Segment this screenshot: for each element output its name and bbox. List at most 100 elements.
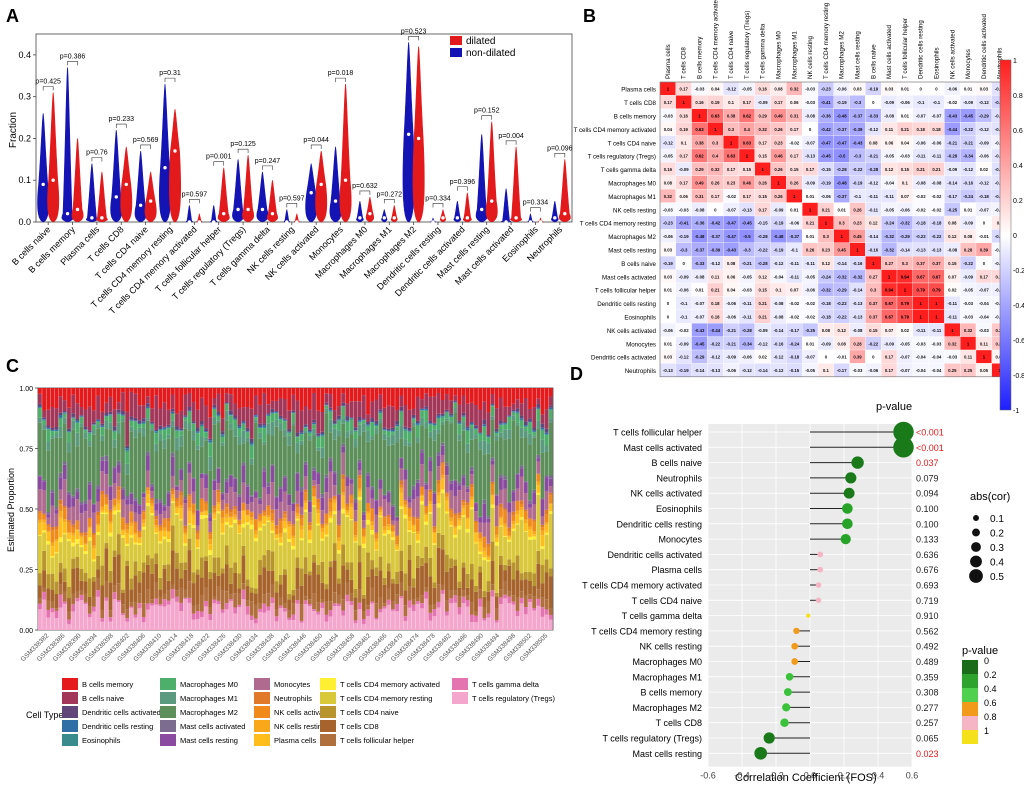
- violin-dilated-median: [393, 216, 396, 219]
- heatmap-cell-label: 0.23: [774, 140, 783, 145]
- stacked-bar-segment: [312, 562, 316, 594]
- stacked-bar-segment: [370, 489, 374, 498]
- stacked-bar-segment: [441, 590, 445, 594]
- stacked-bar-segment: [395, 521, 399, 536]
- stacked-bar-segment: [88, 537, 92, 540]
- stacked-bar-segment: [192, 402, 196, 421]
- stacked-bar-segment: [266, 515, 270, 517]
- size-legend-dot: [970, 556, 982, 568]
- stacked-bar-segment: [125, 530, 129, 534]
- stacked-bar-segment: [262, 604, 266, 613]
- color-legend-block: [962, 688, 978, 702]
- stacked-bar-segment: [312, 611, 316, 630]
- stacked-bar-segment: [250, 446, 254, 459]
- panel-c-ylabel: Estimated Proportion: [6, 468, 16, 552]
- stacked-bar-segment: [470, 564, 474, 579]
- stacked-bar-segment: [337, 419, 341, 420]
- stacked-bar-segment: [358, 603, 362, 609]
- stacked-bar-segment: [75, 488, 79, 492]
- stacked-bar-segment: [171, 412, 175, 413]
- stacked-bar-segment: [312, 420, 316, 423]
- stacked-bar-segment: [349, 496, 353, 504]
- stacked-bar-segment: [38, 489, 42, 511]
- stacked-bar-segment: [71, 388, 75, 395]
- stacked-bar-segment: [146, 503, 150, 506]
- heatmap-cell-label: 0.49: [695, 181, 704, 186]
- stacked-bar-segment: [433, 504, 437, 526]
- stacked-bar-segment: [320, 541, 324, 562]
- stacked-bar-segment: [117, 414, 121, 422]
- violin-nondilated-median: [41, 183, 44, 186]
- stacked-bar-segment: [374, 534, 378, 538]
- stacked-bar-segment: [296, 600, 300, 604]
- stacked-bar-segment: [71, 612, 75, 630]
- stacked-bar-segment: [511, 490, 515, 492]
- stacked-bar-segment: [304, 476, 308, 489]
- stacked-bar-segment: [391, 430, 395, 431]
- stacked-bar-segment: [55, 434, 59, 438]
- stacked-bar-segment: [482, 427, 486, 441]
- stacked-bar-segment: [246, 432, 250, 433]
- stacked-bar-segment: [250, 593, 254, 602]
- colorbar-tick-label: -0.2: [1013, 268, 1024, 275]
- heatmap-cell-label: -0.19: [821, 181, 831, 186]
- heatmap-cell-label: 0.67: [885, 315, 894, 320]
- stacked-bar-segment: [204, 474, 208, 476]
- stacked-bar-segment: [192, 424, 196, 431]
- heatmap-row-label: T cells follicular helper: [595, 288, 656, 295]
- stacked-bar-segment: [271, 514, 275, 521]
- stacked-bar-segment: [121, 419, 125, 422]
- stacked-bar-segment: [379, 507, 383, 508]
- stacked-bar-segment: [154, 433, 158, 444]
- stacked-bar-segment: [146, 603, 150, 609]
- heatmap-cell-label: -0.19: [837, 100, 847, 105]
- stacked-bar-segment: [271, 585, 275, 598]
- stacked-bar-segment: [38, 604, 42, 610]
- stacked-bar-segment: [67, 620, 71, 625]
- stacked-bar-segment: [250, 439, 254, 443]
- heatmap-cell-label: -0.03: [947, 355, 957, 360]
- stacked-bar-segment: [129, 602, 133, 606]
- stacked-bar-segment: [75, 422, 79, 423]
- legend-dilated-label: dilated: [466, 36, 495, 47]
- heatmap-cell-label: -0.37: [837, 127, 847, 132]
- heatmap-col-label: T cells CD8: [681, 47, 688, 79]
- heatmap-cell-label: -0.18: [932, 221, 942, 226]
- panel-d-row-label: B cells naive: [651, 458, 702, 468]
- stacked-bar-segment: [545, 409, 549, 429]
- stacked-bar-segment: [221, 511, 225, 518]
- stacked-bar-segment: [229, 475, 233, 476]
- stacked-bar-segment: [449, 388, 453, 400]
- stacked-bar-segment: [379, 516, 383, 517]
- stacked-bar-segment: [246, 428, 250, 431]
- heatmap-cell-label: 0.01: [964, 207, 973, 212]
- heatmap-cell-label: -0.3: [680, 248, 688, 253]
- stacked-bar-segment: [63, 568, 67, 581]
- stacked-bar-segment: [196, 511, 200, 526]
- heatmap-cell-label: 0.17: [759, 207, 768, 212]
- stacked-bar-segment: [150, 388, 154, 408]
- stacked-bar-segment: [366, 473, 370, 476]
- stacked-bar-segment: [437, 507, 441, 533]
- stacked-bar-segment: [445, 388, 449, 394]
- stacked-bar-segment: [470, 509, 474, 564]
- heatmap-cell-label: -0.48: [837, 114, 847, 119]
- stacked-bar-segment: [366, 503, 370, 504]
- stacked-bar-segment: [121, 414, 125, 415]
- stacked-bar-segment: [433, 609, 437, 616]
- stacked-bar-segment: [75, 592, 79, 599]
- stacked-bar-segment: [433, 532, 437, 533]
- stacked-bar-segment: [109, 429, 113, 485]
- stacked-bar-segment: [154, 431, 158, 432]
- stacked-bar-segment: [528, 423, 532, 434]
- stacked-bar-segment: [349, 388, 353, 401]
- heatmap-cell-label: -0.06: [932, 140, 942, 145]
- stacked-bar-segment: [433, 533, 437, 543]
- stacked-bar-segment: [38, 609, 42, 630]
- stacked-bar-segment: [262, 488, 266, 511]
- heatmap-cell-label: 0.07: [885, 328, 894, 333]
- stacked-bar-segment: [308, 522, 312, 525]
- stacked-bar-segment: [366, 504, 370, 512]
- stacked-bar-segment: [262, 513, 266, 516]
- stacked-bar-segment: [341, 610, 345, 615]
